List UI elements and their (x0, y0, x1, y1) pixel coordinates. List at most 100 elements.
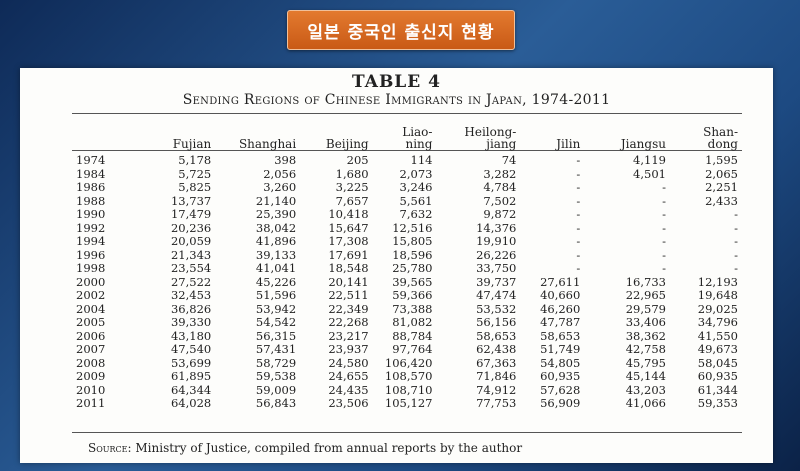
column-header: Beijing (325, 137, 369, 151)
value-cell: 97,764 (392, 342, 433, 356)
value-cell: 60,935 (697, 369, 738, 383)
value-cell: 33,406 (625, 315, 666, 329)
value-cell: 58,045 (697, 355, 738, 370)
year-cell: 1984 (76, 166, 106, 181)
value-cell: 58,729 (255, 355, 297, 370)
value-cell: 108,570 (384, 369, 433, 383)
value-cell: 47,787 (540, 315, 581, 329)
value-cell: 205 (346, 153, 369, 167)
value-cell: - (734, 234, 738, 248)
year-cell: 2008 (76, 355, 106, 370)
table-row: 2000 27,522 45,226 20,141 39,565 39,737 27,611… (72, 274, 742, 290)
value-cell: 41,550 (697, 328, 738, 343)
value-cell: - (576, 234, 581, 248)
value-cell: - (734, 247, 738, 262)
value-cell: 23,554 (170, 261, 212, 275)
value-cell: 58,653 (476, 328, 517, 343)
value-cell: 23,506 (328, 396, 369, 410)
value-cell: 17,691 (328, 247, 369, 262)
value-cell: 38,042 (255, 220, 297, 235)
immigrant-table: Fujian Shanghai Beijing Liao-ning Heilong-ji… (72, 116, 742, 411)
value-cell: 3,246 (399, 180, 433, 194)
value-cell: 19,910 (476, 234, 517, 248)
source-text: Ministry of Justice, compiled from annua… (131, 441, 523, 455)
value-cell: 57,431 (255, 342, 297, 356)
value-cell: 16,733 (625, 274, 666, 289)
value-cell: 59,009 (255, 382, 297, 397)
value-cell: 67,363 (476, 355, 517, 370)
value-cell: 58,653 (540, 328, 581, 343)
value-cell: 3,225 (335, 180, 369, 194)
value-cell: 45,795 (625, 355, 666, 370)
value-cell: 106,420 (384, 355, 433, 370)
column-header: Heilong-jiang (464, 125, 517, 151)
column-header: Shanghai (238, 137, 297, 151)
source-label: Source: (88, 441, 132, 455)
value-cell: - (576, 193, 581, 208)
table-row: 2009 61,895 59,538 24,655 108,570 71,846 60,93… (72, 369, 742, 384)
table-row: 2004 36,826 53,942 22,349 73,388 53,532 46,260… (72, 301, 742, 317)
value-cell: 51,596 (255, 288, 297, 302)
value-cell: 5,725 (178, 166, 212, 181)
table-row: 1992 20,236 38,042 15,647 12,516 14,376 - - - (72, 220, 742, 236)
value-cell: - (662, 220, 666, 235)
value-cell: - (662, 261, 666, 275)
value-cell: 54,805 (540, 355, 581, 370)
year-cell: 1974 (76, 153, 106, 167)
table-row: 2008 53,699 58,729 24,580 106,420 67,363 54,80… (72, 355, 742, 371)
value-cell: 27,522 (170, 274, 212, 289)
table-row: 2007 47,540 57,431 23,937 97,764 62,438 51,749… (72, 342, 742, 357)
value-cell: 29,025 (697, 301, 738, 316)
value-cell: 12,516 (392, 220, 433, 235)
value-cell: 77,753 (476, 396, 517, 410)
value-cell: 4,501 (633, 166, 666, 181)
value-cell: 5,561 (399, 193, 433, 208)
value-cell: 22,268 (328, 315, 369, 329)
table-row: 2011 64,028 56,843 23,506 105,127 77,753 56,90… (72, 396, 742, 411)
value-cell: 38,362 (625, 328, 666, 343)
value-cell: 56,156 (476, 315, 517, 329)
value-cell: 19,648 (697, 288, 738, 302)
value-cell: 22,349 (328, 301, 369, 316)
value-cell: 20,236 (170, 220, 212, 235)
table-row: 1998 23,554 41,041 18,548 25,780 33,750 - - - (72, 261, 742, 276)
value-cell: 7,632 (399, 207, 433, 221)
value-cell: 29,579 (625, 301, 666, 316)
value-cell: 88,784 (392, 328, 433, 343)
value-cell: 39,133 (255, 247, 297, 262)
value-cell: 105,127 (384, 396, 433, 410)
value-cell: 59,366 (392, 288, 433, 302)
column-header: Fujian (172, 137, 212, 151)
year-cell: 2002 (76, 288, 106, 302)
value-cell: 24,435 (328, 382, 369, 397)
value-cell: 17,479 (170, 207, 212, 221)
year-cell: 1998 (76, 261, 106, 275)
value-cell: 59,353 (697, 396, 738, 410)
value-cell: 40,660 (540, 288, 581, 302)
value-cell: 7,502 (483, 193, 517, 208)
value-cell: 398 (274, 153, 297, 167)
value-cell: 5,178 (178, 153, 212, 167)
value-cell: 53,532 (476, 301, 517, 316)
year-cell: 1986 (76, 180, 106, 194)
value-cell: 108,710 (384, 382, 433, 397)
column-header: Shan-dong (703, 125, 738, 151)
value-cell: 25,390 (255, 207, 297, 221)
year-cell: 2004 (76, 301, 106, 316)
table-row: 1994 20,059 41,896 17,308 15,805 19,910 - - - (72, 234, 742, 249)
year-cell: 2011 (76, 396, 106, 410)
value-cell: 62,438 (476, 342, 517, 356)
value-cell: 46,260 (540, 301, 581, 316)
value-cell: 4,784 (483, 180, 517, 194)
value-cell: - (576, 261, 581, 275)
value-cell: - (662, 193, 666, 208)
value-cell: 10,418 (328, 207, 369, 221)
bottom-rule (72, 432, 742, 433)
value-cell: 64,344 (170, 382, 212, 397)
column-header: Jiangsu (620, 137, 666, 151)
value-cell: 3,260 (263, 180, 297, 194)
value-cell: 25,780 (392, 261, 433, 275)
banner-text: 일본 중국인 출신지 현황 (307, 22, 495, 43)
value-cell: - (576, 180, 581, 194)
table-body: 1974 5,178 398 205 114 74 - 4,119 1,595 1984 5,725… (72, 152, 742, 411)
